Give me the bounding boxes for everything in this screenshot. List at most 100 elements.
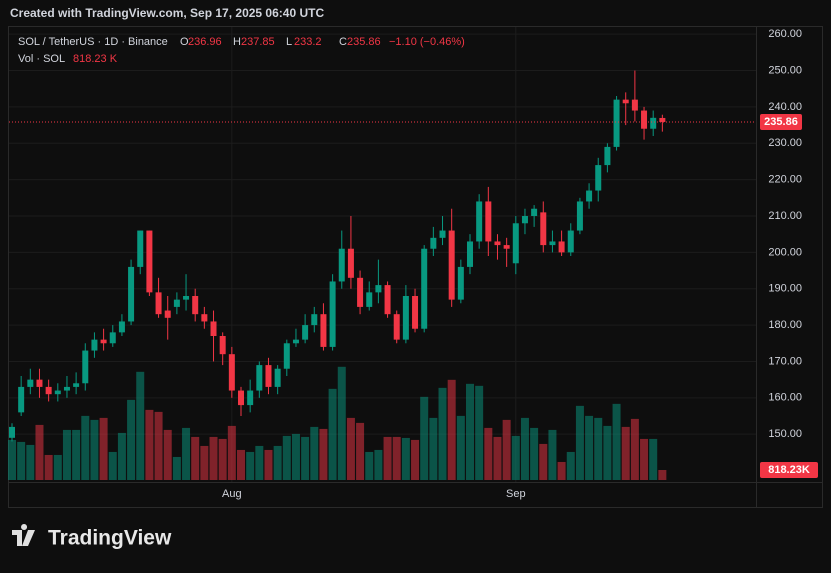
volume-bar <box>145 409 154 480</box>
volume-bar <box>640 438 649 480</box>
volume-bar <box>456 415 465 480</box>
y-tick-label: 260.00 <box>768 28 802 40</box>
candle-body <box>219 336 226 355</box>
volume-bar <box>163 429 172 480</box>
volume-bar <box>200 445 209 480</box>
volume-bar <box>310 426 319 480</box>
volume-bar <box>594 417 603 480</box>
volume-bar <box>530 427 539 480</box>
candle-body <box>311 314 318 326</box>
volume-bar <box>246 451 255 480</box>
volume-bar <box>392 436 401 480</box>
logo-icon <box>12 524 35 546</box>
volume-bar <box>17 441 26 480</box>
logo: TradingView <box>12 524 172 550</box>
volume-bar <box>99 417 108 480</box>
candle-body <box>467 241 473 267</box>
candle-body <box>338 248 345 282</box>
ohlc-value: 235.86 <box>347 36 381 48</box>
volume-bar <box>557 461 566 480</box>
volume-bar <box>62 429 71 480</box>
candle-body <box>9 426 15 438</box>
x-tick-label: Aug <box>222 488 242 500</box>
volume-bar <box>255 445 264 480</box>
volume-bar <box>621 426 630 480</box>
volume-bar <box>218 438 227 480</box>
candle-body <box>586 190 593 202</box>
candle-body <box>650 117 657 129</box>
candle-body <box>476 201 483 242</box>
candle-body <box>494 241 501 246</box>
candle-body <box>576 201 583 231</box>
candle-body <box>320 314 327 347</box>
y-tick-label: 170.00 <box>768 355 802 367</box>
volume-bar <box>273 445 282 480</box>
volume-bar <box>511 435 520 480</box>
candle-body <box>82 350 89 384</box>
candle-body <box>412 296 419 329</box>
volume-bar <box>117 432 126 480</box>
candle-body <box>73 383 80 387</box>
volume-bar <box>649 438 658 480</box>
candle-body <box>265 365 272 387</box>
volume-bar <box>209 436 218 480</box>
candle-body <box>595 165 602 191</box>
y-tick-label: 220.00 <box>768 174 802 186</box>
y-tick-label: 230.00 <box>768 137 802 149</box>
volume-bar <box>319 428 328 480</box>
volume-bar <box>374 449 383 480</box>
volume-bar <box>356 422 365 480</box>
candle-body <box>192 296 199 315</box>
volume-bar <box>420 396 429 480</box>
volume-bar <box>227 425 236 480</box>
y-tick-label: 210.00 <box>768 210 802 222</box>
top-bar: Created with TradingView.com, Sep 17, 20… <box>10 6 324 20</box>
candle-body <box>421 248 428 329</box>
candle-body <box>521 216 528 224</box>
candle-body <box>549 241 556 246</box>
candle-body <box>63 386 70 391</box>
candle-body <box>393 314 400 340</box>
volume-bar <box>301 436 310 480</box>
volume-bar <box>493 436 502 480</box>
ohlc-value: 237.85 <box>241 36 275 48</box>
candle-body <box>283 343 290 369</box>
volume-bar <box>539 443 548 480</box>
candle-body <box>54 390 61 395</box>
volume-bar <box>127 399 136 480</box>
volume-bar <box>484 427 493 480</box>
y-tick-label: 180.00 <box>768 319 802 331</box>
volume-bar <box>438 387 447 480</box>
ohlc-letter: L <box>286 36 292 48</box>
candle-body <box>27 379 34 387</box>
candle-body <box>155 292 162 315</box>
volume-bar <box>182 427 191 480</box>
volume-bar <box>35 424 44 480</box>
volume-bar <box>466 383 474 480</box>
candle-body <box>91 339 98 351</box>
volume-bar <box>411 439 420 480</box>
volume-label: 818.23K <box>768 464 810 476</box>
candle-body <box>128 266 135 322</box>
candle-body <box>256 365 263 391</box>
volume-bar <box>264 449 273 480</box>
candle-body <box>18 386 25 413</box>
volume-bar <box>328 388 337 480</box>
candle-body <box>292 339 299 344</box>
candle-body <box>201 314 208 322</box>
candle-body <box>457 266 464 300</box>
frame <box>8 26 823 508</box>
volume-bar <box>365 451 374 480</box>
volume-bar <box>44 454 53 480</box>
candle-body <box>274 368 281 387</box>
volume-bar <box>53 454 62 480</box>
candle-body <box>604 146 611 166</box>
candle-body <box>375 285 382 293</box>
volume-bar <box>346 417 355 480</box>
volume-bar <box>191 436 200 480</box>
ohlc-value: 236.96 <box>188 36 222 48</box>
candle-body <box>402 296 409 340</box>
volume-bar <box>575 405 584 480</box>
candle-body <box>540 212 547 246</box>
